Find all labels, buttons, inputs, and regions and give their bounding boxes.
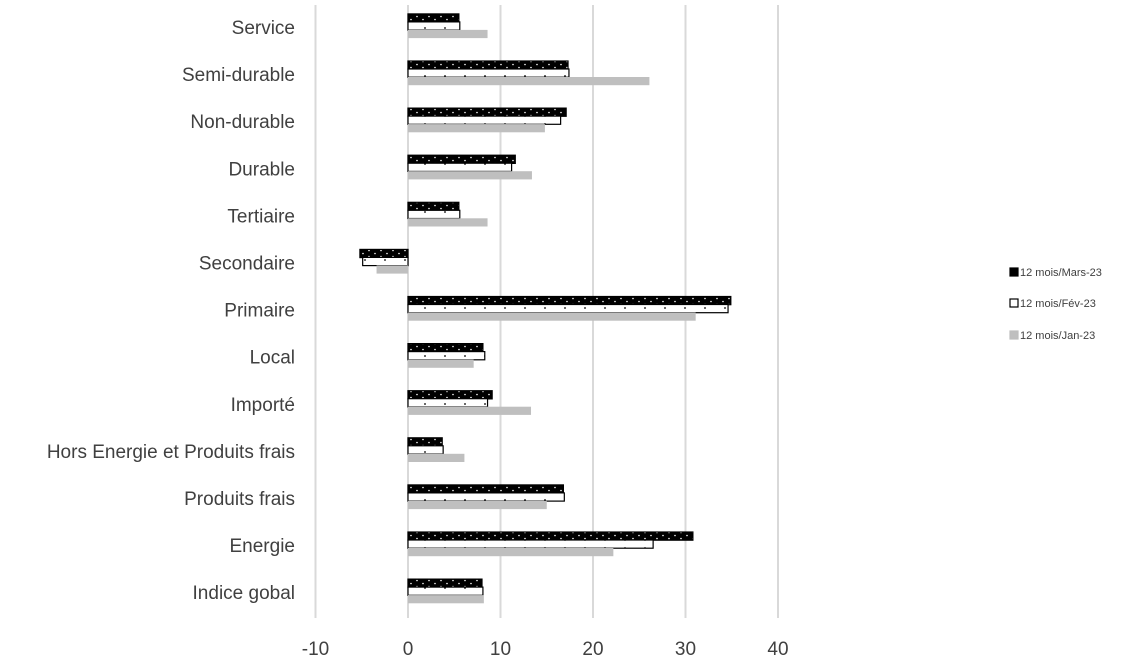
bar (407, 60, 569, 70)
bar (407, 437, 443, 447)
x-tick-label: 10 (490, 639, 511, 660)
category-label: Local (250, 348, 295, 369)
legend-label: 12 mois/Mars-23 (1020, 267, 1102, 279)
legend-swatch (1009, 267, 1019, 277)
category-label: Durable (228, 159, 295, 180)
bar (407, 107, 567, 117)
category-label: Secondaire (199, 254, 295, 275)
bar (408, 29, 488, 39)
category-label: Indice gobal (193, 583, 295, 604)
bar (407, 13, 460, 23)
bar (407, 209, 461, 220)
bar (407, 398, 489, 408)
x-tick-label: 0 (403, 639, 414, 660)
bar (407, 115, 562, 125)
bar (407, 21, 461, 31)
category-label: Primaire (224, 301, 295, 322)
category-label: Produits frais (184, 489, 295, 510)
bar (407, 390, 493, 400)
legend: 12 mois/Mars-23 12 mois/Fév-23 12 mois/Jan… (1009, 267, 1102, 342)
bar (408, 406, 532, 415)
category-label: Non-durable (190, 112, 295, 133)
x-tick-label: 30 (675, 639, 696, 660)
bar (407, 343, 484, 353)
bar (376, 265, 408, 274)
x-tick-label: -10 (302, 639, 329, 660)
bar (408, 548, 614, 557)
bar (408, 312, 696, 321)
legend-swatch (1009, 298, 1019, 308)
bar (407, 484, 564, 494)
legend-label: 12 mois/Jan-23 (1020, 330, 1095, 342)
legend-swatch (1009, 330, 1019, 340)
bars (359, 13, 732, 604)
x-tick-label: 40 (767, 639, 788, 660)
bar (407, 303, 729, 314)
category-label: Energie (230, 536, 296, 557)
category-label: Tertiaire (227, 206, 295, 227)
x-tick-labels: -10 0 10 20 30 40 (302, 639, 789, 660)
bar (408, 124, 545, 133)
category-label: Importé (231, 395, 295, 416)
bar (362, 256, 409, 267)
bar (408, 500, 547, 510)
category-labels: Service Semi-durable Non-durable Durable Ter… (47, 18, 295, 604)
bar (408, 595, 484, 604)
category-label: Service (232, 18, 295, 39)
bar (407, 586, 484, 596)
bar (407, 295, 732, 306)
bar (407, 351, 486, 361)
category-label: Hors Energie et Produits frais (47, 442, 295, 463)
bar (407, 531, 694, 541)
bar (407, 201, 460, 212)
bar (408, 77, 650, 86)
legend-label: 12 mois/Fév-23 (1020, 298, 1096, 310)
bar (407, 154, 516, 164)
bar (408, 453, 465, 462)
bar (407, 539, 654, 549)
category-label: Semi-durable (182, 65, 295, 86)
bar (359, 248, 409, 259)
x-tick-label: 20 (582, 639, 603, 660)
bar (408, 171, 532, 180)
bar (407, 162, 513, 172)
bar (408, 359, 474, 368)
bar (407, 578, 483, 588)
bar (407, 68, 570, 78)
bar (407, 445, 444, 455)
bar (408, 218, 488, 227)
bar (407, 492, 565, 502)
